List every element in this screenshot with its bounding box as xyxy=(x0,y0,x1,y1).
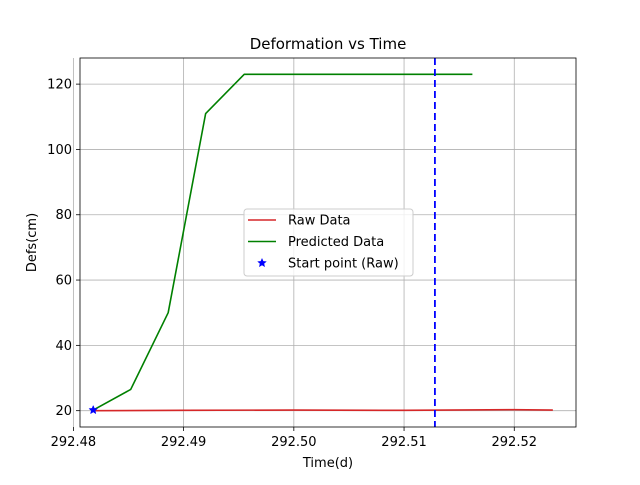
series-layer xyxy=(88,58,553,427)
y-tick-label: 40 xyxy=(55,339,72,354)
y-tick-label: 120 xyxy=(47,78,72,93)
legend: Raw Data Predicted Data Start point (Raw) xyxy=(243,208,414,277)
x-axis-label: Time(d) xyxy=(302,456,353,471)
legend-label-start-point-raw: Start point (Raw) xyxy=(288,257,399,272)
legend-box xyxy=(243,208,414,277)
x-tick-label: 292.50 xyxy=(271,435,317,450)
axes-frame xyxy=(79,57,577,428)
series-marker-start-point-raw xyxy=(88,404,99,415)
y-tick-label: 20 xyxy=(55,404,72,419)
y-axis-label: Defs(cm) xyxy=(25,213,40,272)
y-tick-label: 80 xyxy=(55,208,72,223)
y-tick-label: 100 xyxy=(47,143,72,158)
tick-layer: 292.48 292.49 292.50 292.51 292.52 20 40 60 80 10… xyxy=(47,78,537,450)
x-tick-label: 292.49 xyxy=(161,435,207,450)
series-line-predicted-data xyxy=(92,73,473,411)
legend-swatch-start-point-raw xyxy=(257,257,267,268)
y-tick-label: 60 xyxy=(55,274,72,289)
x-tick-label: 292.51 xyxy=(381,435,427,450)
x-tick-label: 292.52 xyxy=(492,435,538,450)
series-line-raw-data xyxy=(93,408,553,412)
x-tick-label: 292.48 xyxy=(51,435,97,450)
legend-label-predicted-data: Predicted Data xyxy=(288,235,384,250)
legend-label-raw-data: Raw Data xyxy=(288,214,351,229)
chart-title: Deformation vs Time xyxy=(250,35,407,53)
legend-items: Raw Data Predicted Data Start point (Raw) xyxy=(248,214,399,272)
